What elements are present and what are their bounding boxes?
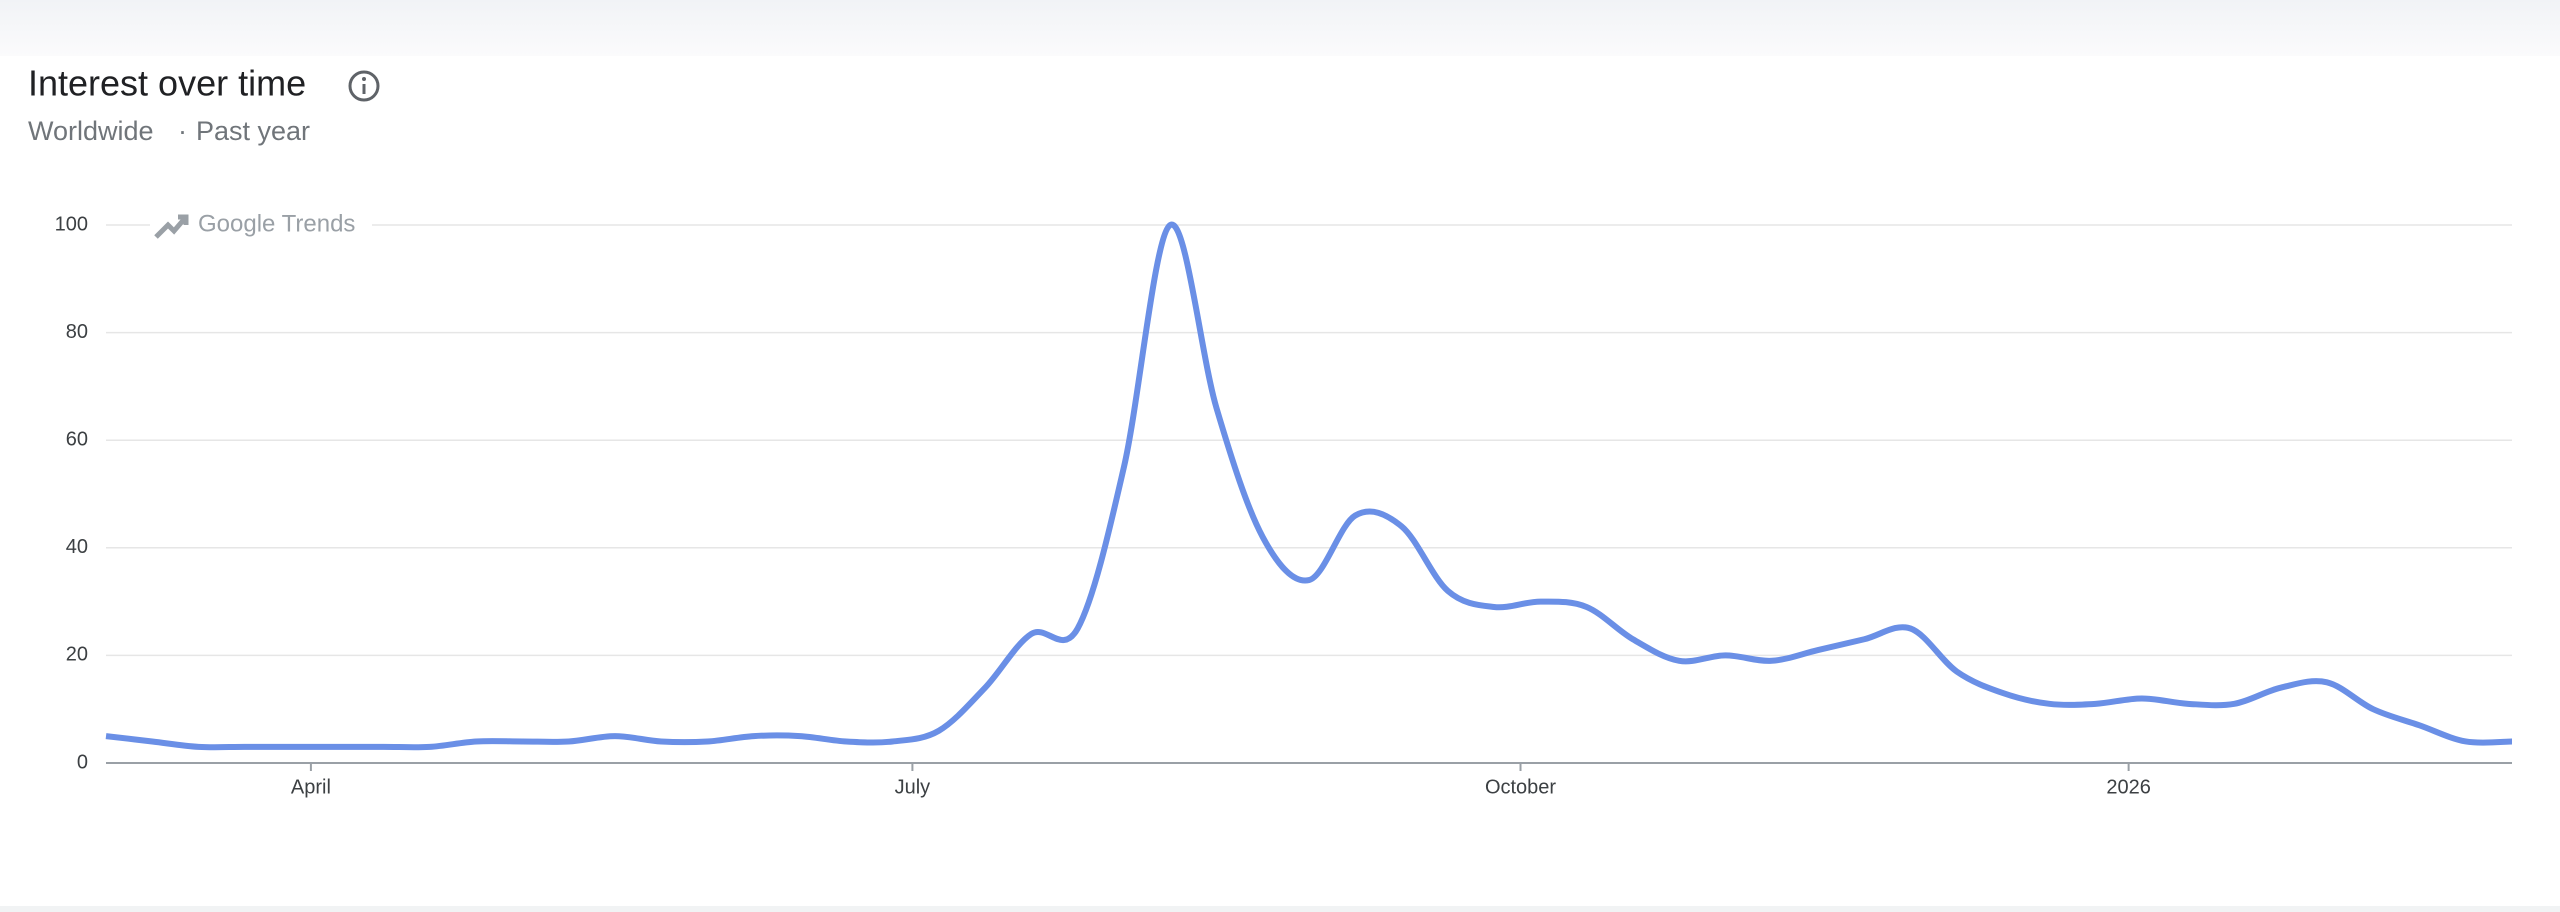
x-tick-label: October [1485, 776, 1556, 798]
watermark: Google Trends [198, 210, 355, 237]
y-tick-label: 0 [77, 751, 88, 773]
info-icon[interactable] [348, 70, 380, 102]
top-bar [0, 0, 2560, 56]
y-tick-label: 100 [55, 213, 88, 235]
x-tick-label: April [291, 776, 331, 798]
chart-title: Interest over time [28, 63, 306, 104]
watermark-icon [154, 214, 189, 239]
y-tick-label: 60 [66, 428, 88, 450]
period: Past year [196, 116, 310, 146]
x-tick-label: 2026 [2106, 776, 2151, 798]
y-tick-label: 40 [66, 536, 88, 558]
x-tick-label: July [895, 776, 931, 798]
region: Worldwide [28, 116, 154, 146]
line [105, 221, 2513, 751]
bottom-strip [0, 906, 2560, 912]
y-tick-label: 80 [66, 321, 88, 343]
y-tick-label: 20 [66, 644, 88, 666]
separator: · [178, 116, 187, 146]
